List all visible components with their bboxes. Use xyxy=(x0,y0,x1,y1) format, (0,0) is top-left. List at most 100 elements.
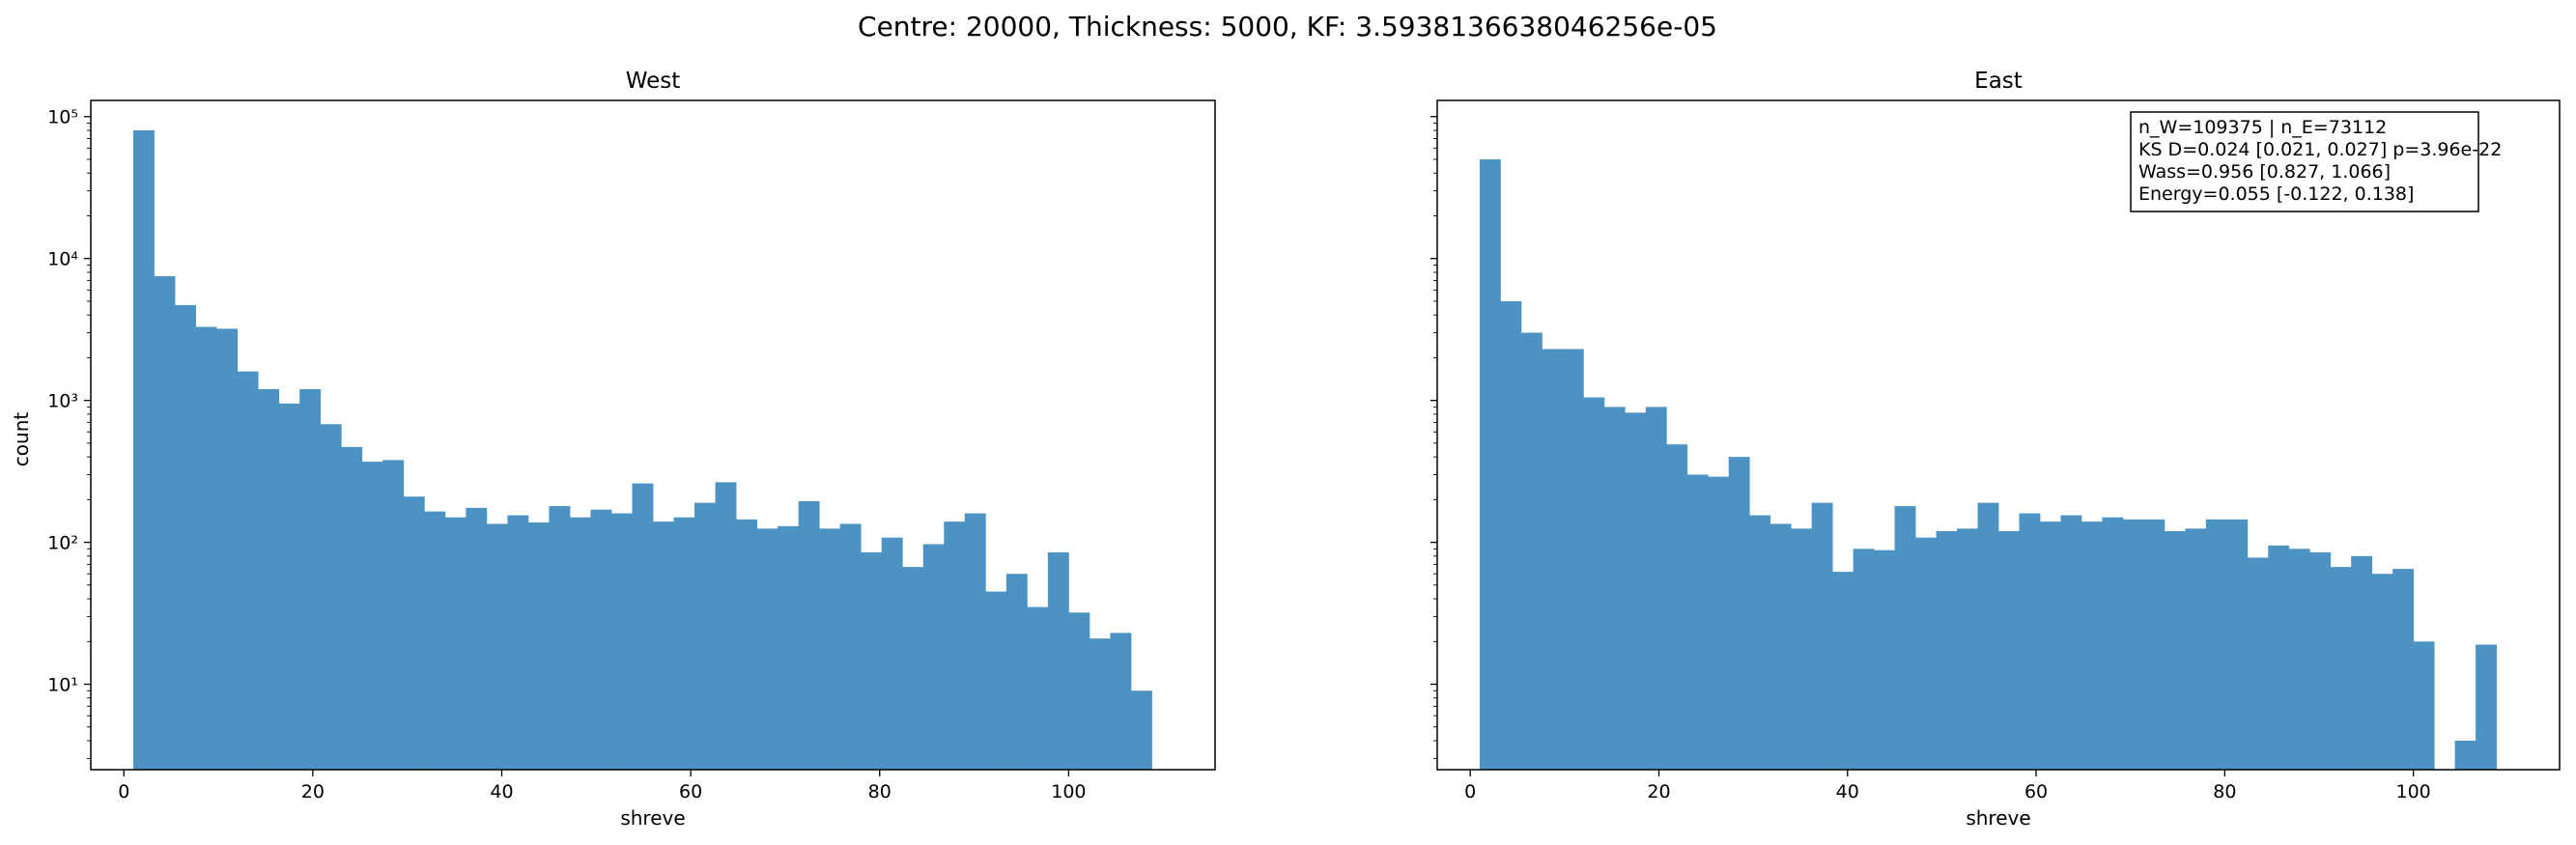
east-x-tick-label: 20 xyxy=(1647,781,1670,803)
west-histogram-bar xyxy=(756,528,778,770)
west-histogram-bar xyxy=(653,521,674,770)
west-histogram-bar xyxy=(424,511,446,770)
west-histogram-bar xyxy=(175,304,196,770)
east-histogram-bar xyxy=(1749,515,1771,770)
east-panel-title: East xyxy=(1974,69,2023,94)
west-histogram-bar xyxy=(839,523,862,770)
east-histogram-bar xyxy=(2185,528,2207,770)
west-histogram-bar xyxy=(944,521,966,770)
west-histogram-bar xyxy=(216,328,239,770)
east-histogram-bar xyxy=(1666,444,1688,770)
east-histogram-bar xyxy=(1791,528,1813,770)
west-x-tick-label: 40 xyxy=(490,781,513,803)
west-histogram-bar xyxy=(382,460,405,770)
west-histogram-bar xyxy=(507,515,529,770)
east-histogram-bar xyxy=(2351,555,2373,770)
east-histogram-bar xyxy=(1915,537,1937,770)
east-histogram-panel: East 0 20 40 60 80 100 shreve n_W=109375 | n_… xyxy=(1430,69,2561,830)
west-histogram-panel: West 0 20 40 60 80 100 10¹ 10² 10³ 10⁴ 10⁵ shreve… xyxy=(10,69,1216,830)
east-x-ticks: 0 20 40 60 80 100 xyxy=(1464,770,2431,803)
east-histogram-bar xyxy=(1479,158,1501,770)
west-histogram-bar xyxy=(861,551,883,770)
east-histogram-bar xyxy=(2371,574,2393,770)
west-histogram-bar xyxy=(694,502,716,770)
east-histogram-bar xyxy=(2309,551,2332,770)
east-axes-frame xyxy=(1436,99,2561,771)
east-histogram-bar xyxy=(2268,545,2290,770)
east-histogram-bar xyxy=(1853,549,1875,770)
west-bars xyxy=(133,129,1152,771)
east-histogram-bar xyxy=(2060,515,2082,770)
west-histogram-bar xyxy=(258,389,280,770)
east-histogram-bar xyxy=(2413,641,2435,770)
stats-annotation-box: n_W=109375 | n_E=73112 KS D=0.024 [0.021… xyxy=(2130,111,2502,212)
west-histogram-bar xyxy=(819,528,841,770)
west-x-tick-label: 80 xyxy=(868,781,892,803)
east-x-tick-label: 0 xyxy=(1464,781,1476,803)
west-histogram-bar xyxy=(549,506,571,770)
west-histogram-bar xyxy=(320,424,342,770)
west-y-tick-label: 10⁴ xyxy=(47,249,78,270)
west-histogram-bar xyxy=(632,483,654,770)
east-histogram-bar xyxy=(1769,523,1792,770)
west-histogram-bar xyxy=(778,525,800,770)
east-histogram-bar xyxy=(1957,528,1978,770)
east-x-tick-label: 40 xyxy=(1836,781,1859,803)
east-histogram-bar xyxy=(2330,567,2352,770)
west-histogram-bar xyxy=(1130,690,1152,770)
west-histogram-bar xyxy=(590,509,612,770)
west-histogram-bar xyxy=(278,403,300,770)
west-histogram-bar xyxy=(1110,633,1132,770)
west-histogram-bar xyxy=(610,513,633,770)
west-histogram-bar xyxy=(299,389,322,770)
east-x-axis-label: shreve xyxy=(1966,806,2030,830)
west-histogram-bar xyxy=(964,513,986,770)
east-x-tick-label: 60 xyxy=(2024,781,2048,803)
west-histogram-bar xyxy=(527,522,550,770)
stats-annotation-line: KS D=0.024 [0.021, 0.027] p=3.96e-22 xyxy=(2138,139,2502,160)
west-histogram-bar xyxy=(569,517,591,770)
west-histogram-bar xyxy=(798,500,820,770)
west-histogram-bar xyxy=(1047,551,1069,770)
west-histogram-bar xyxy=(403,496,425,770)
west-histogram-bar xyxy=(715,482,737,770)
east-histogram-bar xyxy=(1500,300,1522,770)
west-histogram-bar xyxy=(154,276,176,770)
figure-suptitle: Centre: 20000, Thickness: 5000, KF: 3.59… xyxy=(858,11,1717,42)
stats-annotation-line: Wass=0.956 [0.827, 1.066] xyxy=(2138,161,2391,183)
west-y-tick-label: 10⁵ xyxy=(47,107,78,128)
east-histogram-bar xyxy=(1977,502,1999,770)
east-histogram-bar xyxy=(2288,549,2310,770)
east-histogram-bar xyxy=(2164,530,2186,770)
east-histogram-bar xyxy=(2039,521,2061,770)
east-x-tick-label: 80 xyxy=(2213,781,2236,803)
west-histogram-bar xyxy=(444,517,467,770)
east-histogram-bar xyxy=(1708,476,1730,770)
east-histogram-bar xyxy=(2476,644,2497,770)
west-y-ticks: 10¹ 10² 10³ 10⁴ 10⁵ xyxy=(47,107,91,759)
east-histogram-bar xyxy=(1936,530,1958,770)
west-histogram-bar xyxy=(736,519,757,770)
east-histogram-bar xyxy=(2019,513,2041,770)
east-histogram-bar xyxy=(1625,412,1647,770)
west-y-tick-label: 10² xyxy=(47,533,78,554)
east-histogram-bar xyxy=(2143,519,2166,770)
east-histogram-bar xyxy=(2226,519,2249,770)
east-histogram-bar xyxy=(1583,397,1605,770)
west-histogram-bar xyxy=(195,326,217,770)
east-histogram-bar xyxy=(1832,572,1854,770)
west-histogram-bar xyxy=(237,371,259,770)
east-histogram-bar xyxy=(2454,741,2477,770)
east-histogram-bar xyxy=(1728,457,1750,770)
west-histogram-bar xyxy=(673,517,695,770)
west-histogram-bar xyxy=(1068,612,1090,770)
west-histogram-bar xyxy=(466,507,488,770)
east-histogram-bar xyxy=(2102,517,2124,770)
stats-annotation-line: Energy=0.055 [-0.122, 0.138] xyxy=(2138,183,2414,205)
west-histogram-bar xyxy=(1005,574,1028,770)
west-histogram-bar xyxy=(486,523,508,770)
east-histogram-bar xyxy=(1562,349,1584,770)
east-histogram-bar xyxy=(1874,549,1895,770)
east-histogram-bar xyxy=(2247,557,2269,770)
